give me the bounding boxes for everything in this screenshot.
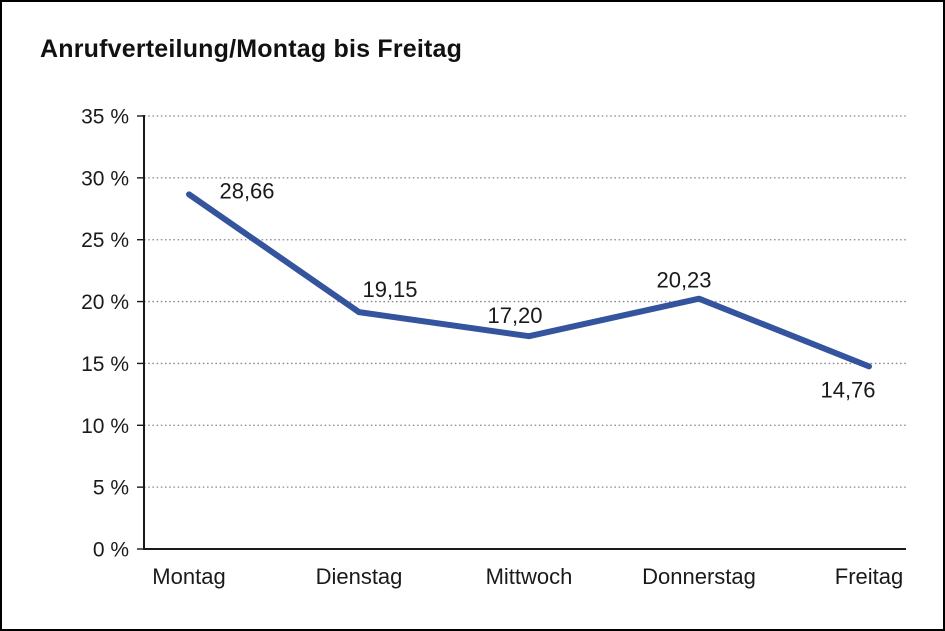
y-tick-label: 15 % [81,353,129,376]
x-tick-label: Freitag [835,564,903,589]
data-point-label: 20,23 [656,268,711,293]
y-tick-label: 20 % [81,291,129,314]
data-point-label: 19,15 [362,277,417,302]
x-tick-label: Dienstag [316,564,403,589]
chart-title: Anrufverteilung/Montag bis Freitag [40,35,463,63]
data-point-label: 17,20 [487,303,542,328]
data-point-label: 14,76 [820,377,875,402]
data-series-line [186,191,872,370]
x-tick-label: Mittwoch [486,564,573,589]
data-point-label: 28,66 [219,178,274,203]
y-tick-label: 10 % [81,415,129,438]
y-tick-label: 5 % [93,477,129,500]
x-tick-label: Montag [152,564,225,589]
y-tick-label: 25 % [81,229,129,252]
y-tick-label: 30 % [81,167,129,190]
y-tick-label: 0 % [93,539,129,562]
x-tick-label: Donnerstag [642,564,756,589]
y-tick-label: 35 % [81,106,129,129]
